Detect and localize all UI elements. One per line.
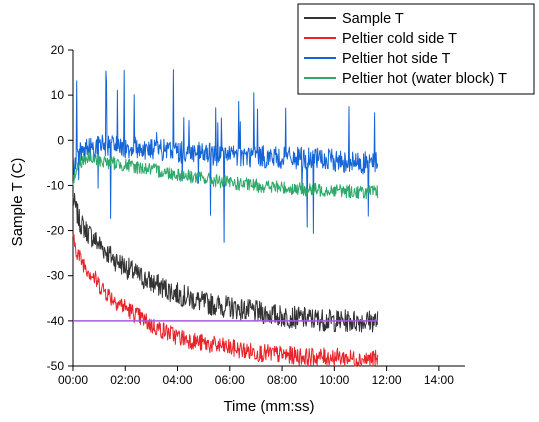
series-3 bbox=[72, 69, 379, 243]
series-line bbox=[72, 69, 379, 243]
y-tick-label: 10 bbox=[51, 88, 65, 102]
y-tick-label: -20 bbox=[47, 224, 65, 238]
plot-area bbox=[72, 50, 465, 367]
series-line bbox=[72, 233, 379, 367]
legend-label: Peltier hot (water block) T bbox=[342, 71, 507, 87]
legend-label: Sample T bbox=[342, 11, 404, 27]
series-1 bbox=[72, 192, 379, 333]
y-tick-label: -10 bbox=[47, 178, 65, 192]
series-4 bbox=[72, 151, 379, 200]
y-tick-label: -50 bbox=[47, 359, 65, 373]
legend-label: Peltier hot side T bbox=[342, 51, 451, 67]
x-axis-ticks: 00:00 02:00 04:00 06:00 08:00 10:00 12:00 14:00 bbox=[58, 366, 454, 387]
legend: Sample T Peltier cold side T Peltier hot s… bbox=[297, 3, 535, 95]
y-tick-label: -30 bbox=[47, 269, 65, 283]
x-tick-label: 14:00 bbox=[424, 373, 454, 387]
y-tick-label: 0 bbox=[57, 133, 64, 147]
x-tick-label: 10:00 bbox=[319, 373, 349, 387]
x-tick-label: 02:00 bbox=[110, 373, 140, 387]
series-line bbox=[72, 151, 379, 200]
legend-box bbox=[297, 3, 535, 95]
x-tick-label: 12:00 bbox=[372, 373, 402, 387]
series-2 bbox=[72, 233, 379, 367]
x-tick-label: 00:00 bbox=[58, 373, 88, 387]
x-tick-label: 08:00 bbox=[267, 373, 297, 387]
y-tick-label: -40 bbox=[47, 314, 65, 328]
y-axis-ticks: 20 10 0 -10 -20 -30 -40 -50 bbox=[47, 43, 73, 373]
x-tick-label: 06:00 bbox=[215, 373, 245, 387]
x-axis-title: Time (mm:ss) bbox=[223, 398, 314, 415]
series-line bbox=[72, 192, 379, 333]
legend-label: Peltier cold side T bbox=[342, 31, 457, 47]
series-layer bbox=[72, 69, 379, 367]
x-tick-label: 04:00 bbox=[163, 373, 193, 387]
y-tick-label: 20 bbox=[51, 43, 65, 57]
y-axis-title: Sample T (C) bbox=[9, 158, 26, 247]
